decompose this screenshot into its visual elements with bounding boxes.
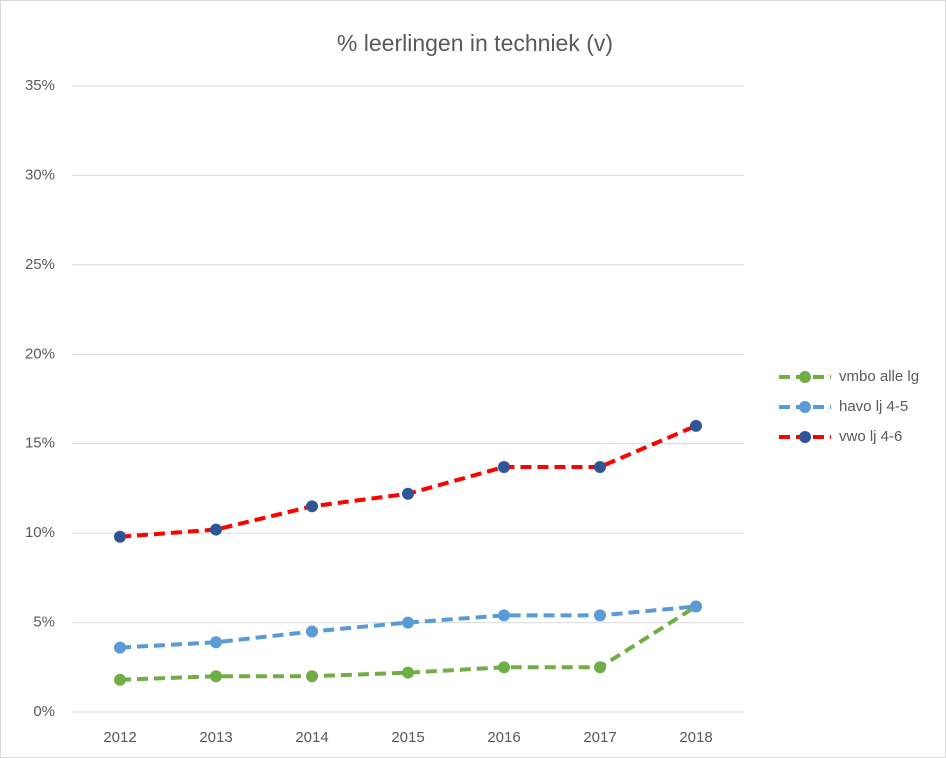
- y-tick-label: 30%: [25, 166, 55, 183]
- chart-title: % leerlingen in techniek (v): [337, 30, 613, 56]
- data-point: [306, 500, 318, 513]
- data-point: [402, 616, 414, 629]
- data-point: [306, 670, 318, 683]
- data-point: [690, 600, 702, 613]
- data-point: [402, 666, 414, 679]
- data-point: [690, 419, 702, 432]
- data-point: [402, 487, 414, 500]
- data-point: [306, 625, 318, 638]
- data-point: [114, 641, 126, 654]
- data-point: [594, 609, 606, 622]
- y-tick-label: 0%: [33, 703, 55, 720]
- data-point: [114, 673, 126, 686]
- x-tick-label: 2016: [487, 729, 520, 746]
- legend-label: vwo lj 4-6: [839, 428, 902, 445]
- y-tick-label: 10%: [25, 524, 55, 541]
- data-point: [498, 661, 510, 674]
- x-tick-label: 2018: [679, 729, 712, 746]
- x-tick-label: 2014: [295, 729, 328, 746]
- data-point: [210, 523, 222, 536]
- y-tick-label: 25%: [25, 256, 55, 273]
- legend-marker: [799, 431, 811, 443]
- data-point: [114, 530, 126, 543]
- legend-marker: [799, 371, 811, 383]
- data-point: [594, 460, 606, 473]
- y-tick-label: 35%: [25, 77, 55, 94]
- x-tick-label: 2013: [199, 729, 232, 746]
- data-point: [210, 670, 222, 683]
- data-point: [498, 460, 510, 473]
- x-tick-label: 2015: [391, 729, 424, 746]
- x-tick-label: 2012: [103, 729, 136, 746]
- data-point: [594, 661, 606, 674]
- legend-label: vmbo alle lg: [839, 368, 919, 385]
- y-tick-label: 5%: [33, 614, 55, 631]
- y-tick-label: 20%: [25, 345, 55, 362]
- legend-marker: [799, 401, 811, 413]
- x-tick-label: 2017: [583, 729, 616, 746]
- data-point: [210, 636, 222, 649]
- data-point: [498, 609, 510, 622]
- legend-label: havo lj 4-5: [839, 398, 908, 415]
- y-tick-label: 15%: [25, 435, 55, 452]
